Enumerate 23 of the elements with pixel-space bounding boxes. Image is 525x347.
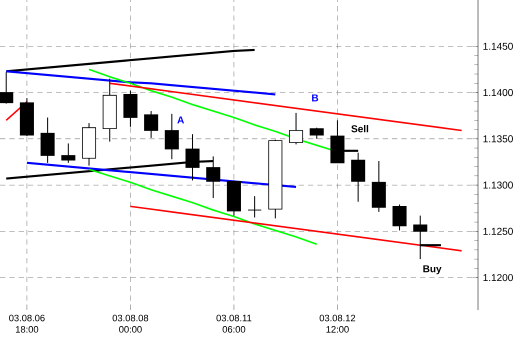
x-tick-label: 03.08.12 12:00 <box>320 314 356 333</box>
annotation: A <box>177 116 184 124</box>
y-tick-label: 1.1200 <box>483 274 513 282</box>
candlestick <box>289 112 304 145</box>
candlestick <box>392 204 407 231</box>
y-tick-label: 1.1300 <box>483 182 513 189</box>
annotation: Sell <box>351 124 368 132</box>
candlestick <box>144 110 158 138</box>
y-tick-label: 1.1400 <box>483 89 513 96</box>
candlestick <box>40 117 55 164</box>
x-tick-label: 03.08.11 06:00 <box>216 314 252 333</box>
y-tick-label: 1.1450 <box>483 42 513 50</box>
annotation: B <box>312 94 318 102</box>
candlestick <box>310 127 324 140</box>
candlestick <box>61 142 76 164</box>
x-tick-label: 03.08.06 18:00 <box>9 314 45 333</box>
candlestick <box>164 113 179 160</box>
y-tick-label: 1.1250 <box>483 228 513 235</box>
y-tick-label: 1.1350 <box>483 135 513 142</box>
annotation: Buy <box>423 265 442 274</box>
x-tick-label: 03.08.08 00:00 <box>112 314 148 333</box>
candlestick <box>248 196 262 218</box>
candlestick <box>123 90 138 128</box>
